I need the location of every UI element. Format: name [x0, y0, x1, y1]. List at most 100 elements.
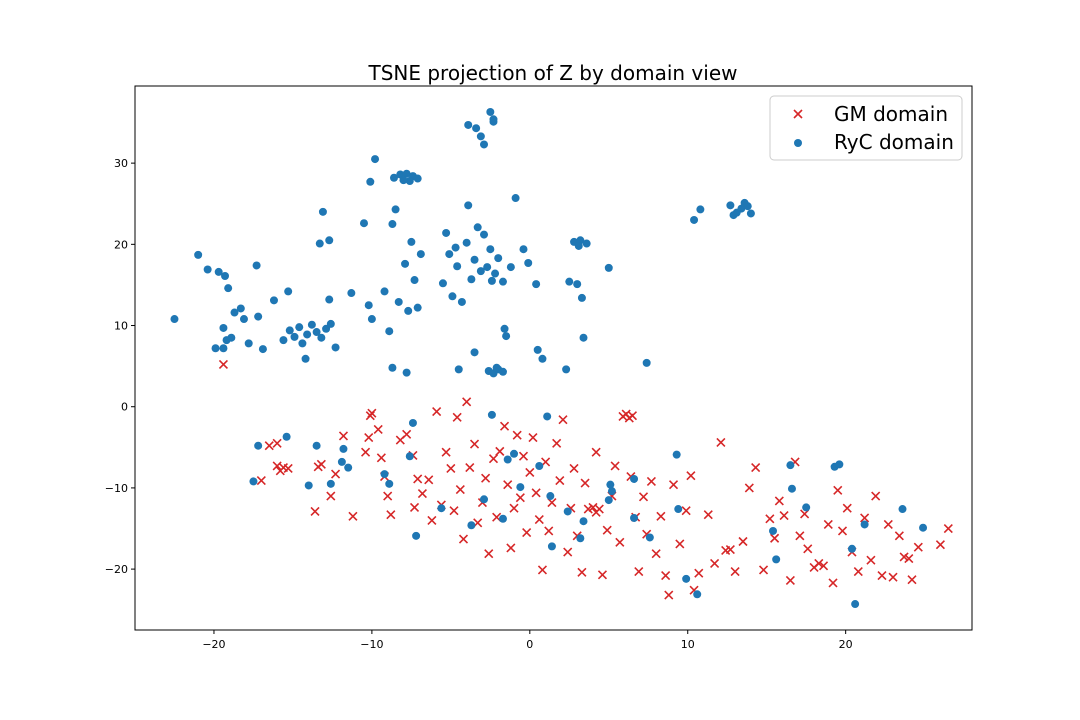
- ryc-point: [502, 332, 511, 341]
- gm-point: [871, 491, 881, 501]
- gm-point: [427, 515, 437, 525]
- gm-point: [675, 539, 685, 549]
- gm-point: [544, 526, 554, 536]
- gm-point: [883, 519, 893, 530]
- ryc-point: [219, 323, 228, 332]
- ryc-point: [412, 531, 421, 540]
- ryc-point: [769, 526, 778, 535]
- gm-point: [455, 484, 465, 495]
- ryc-point: [562, 365, 571, 374]
- gm-point: [424, 475, 434, 485]
- ryc-point: [404, 306, 413, 315]
- points-layer: [170, 107, 953, 609]
- ryc-point: [467, 275, 476, 284]
- gm-point: [634, 566, 644, 577]
- ryc-point: [367, 315, 376, 324]
- ryc-point: [380, 287, 389, 296]
- ryc-point: [579, 517, 588, 526]
- y-tick-label: 0: [121, 401, 128, 414]
- gm-point: [795, 531, 805, 541]
- ryc-point: [389, 173, 398, 182]
- ryc-point: [492, 363, 501, 372]
- ryc-point: [448, 292, 457, 301]
- ryc-point: [303, 330, 312, 339]
- ryc-point: [860, 520, 869, 529]
- ryc-point: [645, 533, 654, 542]
- ryc-point: [230, 308, 239, 317]
- ryc-point: [476, 132, 485, 141]
- ryc-point: [682, 574, 691, 583]
- ryc-point: [486, 245, 495, 254]
- ryc-point: [258, 345, 267, 354]
- gm-point: [446, 463, 456, 473]
- gm-point: [495, 446, 505, 456]
- ryc-point: [269, 296, 278, 305]
- ryc-point: [498, 514, 507, 523]
- ryc-point: [282, 432, 291, 441]
- gm-point: [828, 578, 838, 588]
- gm-point: [256, 476, 266, 486]
- gm-point: [361, 447, 371, 457]
- gm-point: [594, 504, 604, 514]
- y-tick-label: 30: [114, 157, 128, 170]
- ryc-point: [224, 284, 233, 293]
- ryc-point: [563, 507, 572, 516]
- gm-point: [610, 461, 620, 471]
- ryc-point: [284, 287, 293, 296]
- x-tick-label: 20: [839, 638, 853, 651]
- gm-point: [413, 474, 423, 484]
- ryc-point: [337, 457, 346, 466]
- ryc-point: [726, 201, 735, 210]
- gm-point: [310, 506, 320, 517]
- gm-point: [694, 568, 704, 578]
- ryc-point: [318, 207, 327, 216]
- gm-point: [716, 437, 726, 448]
- gm-point: [681, 506, 691, 516]
- gm-point: [935, 540, 945, 550]
- ryc-point: [898, 505, 907, 514]
- ryc-point: [326, 319, 335, 328]
- gm-point: [615, 537, 625, 547]
- ryc-point: [547, 542, 556, 551]
- ryc-point: [401, 259, 410, 268]
- y-tick-label: 10: [114, 320, 128, 333]
- y-tick-label: 20: [114, 238, 128, 251]
- ryc-point: [489, 117, 498, 126]
- gm-point: [537, 565, 548, 575]
- ryc-point: [604, 263, 613, 272]
- ryc-point: [364, 301, 373, 310]
- ryc-point: [325, 236, 334, 245]
- gm-point: [417, 489, 427, 499]
- ryc-point: [524, 259, 533, 268]
- ryc-point: [295, 323, 304, 332]
- gm-point: [785, 575, 795, 586]
- gm-point: [264, 441, 274, 451]
- legend: GM domain RyC domain: [769, 95, 963, 161]
- ryc-point: [802, 503, 811, 512]
- ryc-point: [510, 449, 519, 458]
- gm-point: [602, 525, 612, 535]
- ryc-point: [487, 276, 496, 285]
- ryc-point: [451, 243, 460, 252]
- gm-point: [509, 503, 519, 513]
- gm-point: [458, 534, 469, 544]
- gm-point: [386, 510, 396, 520]
- ryc-point: [252, 261, 261, 270]
- gm-point: [563, 547, 573, 557]
- ryc-point: [543, 412, 552, 421]
- ryc-point: [835, 460, 844, 469]
- ryc-point: [416, 250, 425, 259]
- ryc-point: [312, 441, 321, 450]
- gm-point: [738, 536, 748, 547]
- gm-point: [591, 447, 601, 457]
- gm-point: [373, 424, 383, 435]
- gm-point: [904, 553, 914, 564]
- gm-point: [823, 519, 833, 530]
- ryc-point: [464, 120, 473, 129]
- ryc-point: [307, 320, 316, 329]
- ryc-point: [304, 481, 313, 490]
- gm-point: [842, 503, 852, 513]
- gm-point: [877, 571, 887, 581]
- gm-point: [888, 572, 898, 582]
- gm-point: [383, 491, 393, 501]
